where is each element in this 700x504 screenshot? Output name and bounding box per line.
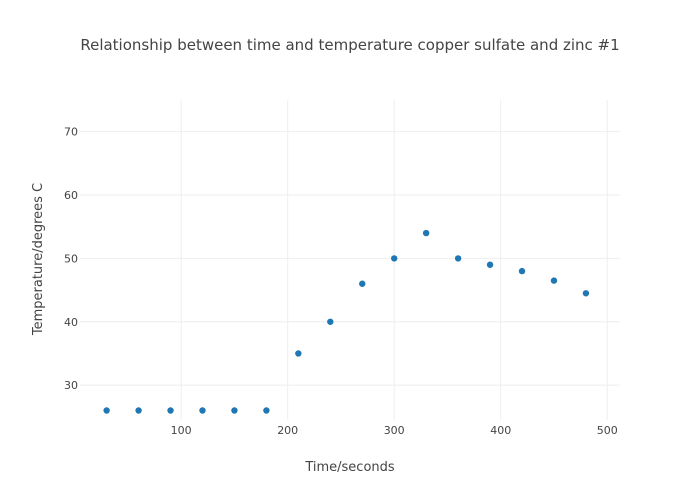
data-point — [263, 407, 270, 414]
data-point — [582, 290, 590, 297]
data-point — [199, 407, 206, 414]
x-tick-label: 500 — [597, 424, 618, 437]
data-point — [327, 318, 334, 325]
tick-layer: 100 200 300 400 500 30 40 50 60 70 — [64, 126, 618, 437]
x-tick-label: 100 — [171, 424, 192, 437]
data-point — [295, 350, 302, 357]
data-point — [103, 407, 110, 414]
data-point — [135, 407, 142, 414]
y-tick-label: 40 — [64, 316, 78, 329]
data-point — [422, 229, 430, 237]
x-tick-label: 200 — [277, 424, 298, 437]
y-tick-label: 60 — [64, 189, 78, 202]
chart-title: Relationship between time and temperatur… — [80, 36, 619, 54]
grid-layer — [80, 100, 620, 420]
data-point — [486, 261, 494, 268]
y-axis-label: Temperature/degrees C — [31, 183, 46, 336]
data-point — [454, 255, 462, 262]
data-point — [167, 407, 174, 414]
x-tick-label: 300 — [384, 424, 405, 437]
data-point — [550, 277, 558, 284]
data-point — [359, 280, 366, 287]
data-point — [518, 267, 526, 275]
x-tick-label: 400 — [490, 424, 511, 437]
x-axis-label: Time/seconds — [304, 460, 395, 475]
data-point — [231, 407, 238, 414]
data-points — [103, 229, 590, 414]
y-tick-label: 70 — [64, 126, 78, 139]
y-tick-label: 50 — [64, 252, 78, 265]
data-point — [391, 255, 398, 262]
y-tick-label: 30 — [64, 379, 78, 392]
